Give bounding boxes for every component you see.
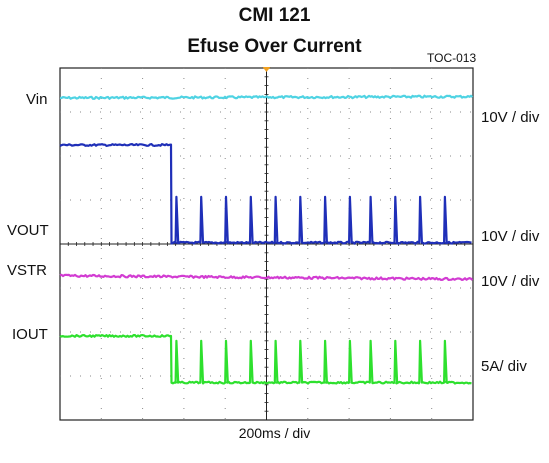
x-axis-label: 200ms / div <box>238 425 311 441</box>
scale-label-vstr: 10V / div <box>481 273 540 290</box>
scale-label-vout: 10V / div <box>481 228 540 245</box>
chart-subtitle: Efuse Over Current <box>187 36 362 57</box>
trigger-marker <box>262 67 271 72</box>
scale-label-vin: 10V / div <box>481 109 540 126</box>
trace-vout <box>59 143 472 245</box>
trace-label-vout: VOUT <box>7 222 49 239</box>
trace-vin <box>59 94 474 100</box>
trace-iout <box>59 334 472 385</box>
trace-label-iout: IOUT <box>12 326 48 343</box>
scale-label-iout: 5A/ div <box>481 358 527 375</box>
figure-id: TOC-013 <box>427 51 477 65</box>
trace-label-vin: Vin <box>26 91 48 108</box>
chart-title: CMI 121 <box>238 5 311 26</box>
trace-label-vstr: VSTR <box>7 262 48 279</box>
trace-vstr <box>59 273 474 281</box>
